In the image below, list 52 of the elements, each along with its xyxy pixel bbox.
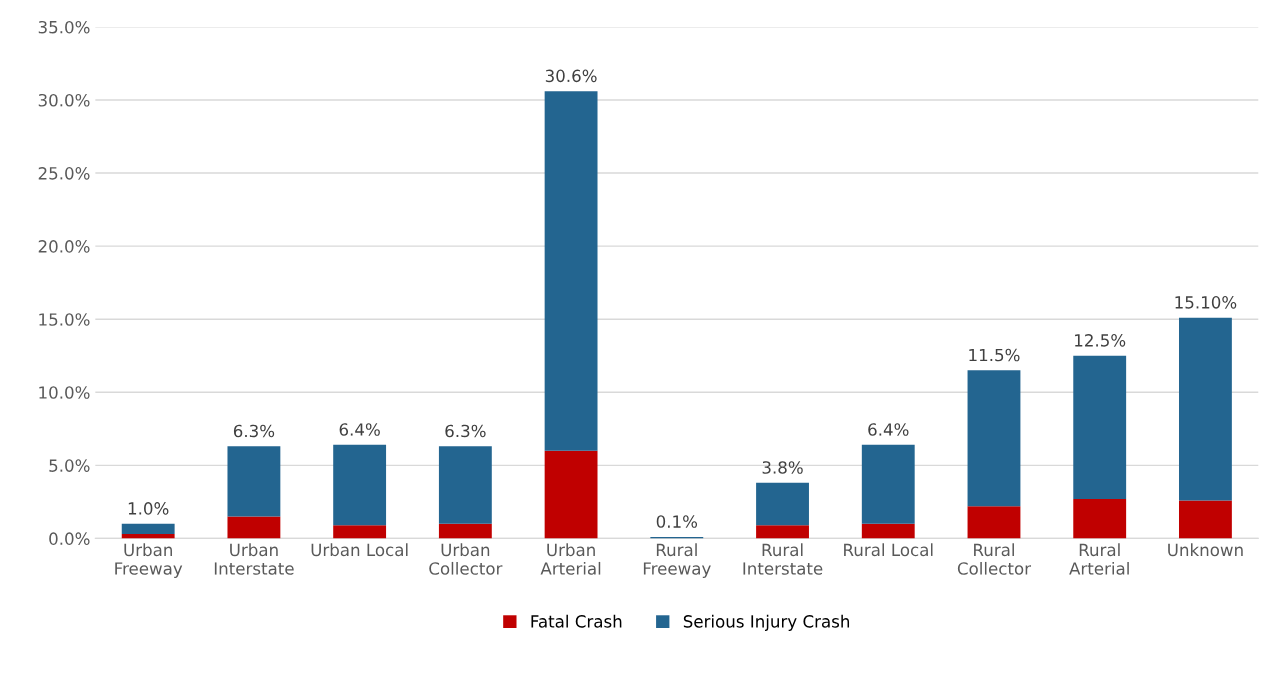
total-label: 1.0% xyxy=(128,502,169,515)
bar xyxy=(967,506,1021,539)
x-tick-label: Rural Freeway xyxy=(643,543,711,579)
y-tick-label: 20.0% xyxy=(38,240,90,253)
bar xyxy=(227,516,281,539)
bar xyxy=(1073,355,1127,499)
total-label: 6.3% xyxy=(445,424,486,438)
x-tick-label: Rural Interstate xyxy=(743,543,823,575)
total-label: 11.5% xyxy=(969,348,1020,362)
bar xyxy=(861,523,915,539)
bar xyxy=(333,444,387,526)
bar xyxy=(333,525,387,539)
bar xyxy=(227,446,281,517)
total-label: 30.6% xyxy=(545,69,597,83)
bar xyxy=(438,523,492,539)
x-tick-label: Urban Collector xyxy=(429,543,503,575)
total-label: 6.3% xyxy=(233,424,275,438)
total-label: 12.5% xyxy=(1075,334,1126,347)
bar xyxy=(967,370,1021,507)
bar xyxy=(756,482,809,526)
bar xyxy=(1179,500,1232,539)
x-tick-label: Urban Interstate xyxy=(214,543,294,575)
total-label: 0.1% xyxy=(656,515,698,528)
bar xyxy=(544,450,598,539)
y-tick-label: 15.0% xyxy=(39,313,90,326)
total-label: 3.8% xyxy=(762,461,803,474)
y-tick-label: 0.0% xyxy=(49,532,90,545)
bar xyxy=(1073,498,1127,539)
y-tick-label: 25.0% xyxy=(38,167,90,180)
x-tick-label: Rural Local xyxy=(844,543,933,557)
bar xyxy=(438,446,492,524)
total-label: 6.4% xyxy=(868,423,909,436)
y-tick-label: 10.0% xyxy=(39,386,90,399)
y-tick-label: 30.0% xyxy=(38,93,90,107)
y-tick-label: 5.0% xyxy=(49,459,90,472)
legend-label: Fatal Crash xyxy=(531,614,622,628)
x-tick-label: Urban Freeway xyxy=(115,543,183,579)
x-tick-label: Urban Local xyxy=(311,543,408,557)
bar xyxy=(121,523,175,535)
bar xyxy=(1179,317,1232,501)
total-label: 15.10% xyxy=(1175,296,1237,309)
bar xyxy=(756,525,809,539)
x-tick-label: Urban Arterial xyxy=(540,543,601,575)
legend-label: Serious Injury Crash xyxy=(683,614,850,631)
y-tick-label: 35.0% xyxy=(38,20,90,34)
x-tick-label: Rural Arterial xyxy=(1069,543,1129,575)
x-tick-label: Unknown xyxy=(1168,543,1243,557)
x-tick-label: Rural Collector xyxy=(957,543,1032,575)
bar xyxy=(861,444,915,524)
bar xyxy=(544,91,598,451)
total-label: 6.4% xyxy=(339,423,380,436)
bar xyxy=(121,534,175,539)
